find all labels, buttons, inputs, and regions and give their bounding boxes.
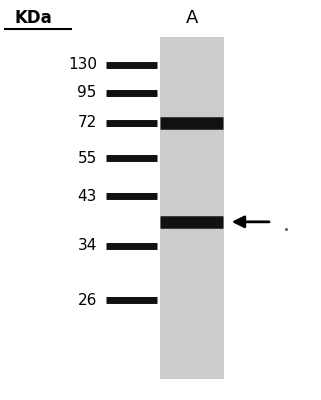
Text: 72: 72 — [78, 115, 97, 130]
Text: 26: 26 — [77, 293, 97, 308]
Text: 43: 43 — [77, 188, 97, 204]
FancyBboxPatch shape — [160, 37, 224, 379]
Text: 34: 34 — [77, 238, 97, 253]
Text: 95: 95 — [77, 85, 97, 100]
Text: 130: 130 — [68, 58, 97, 72]
Text: A: A — [186, 9, 198, 27]
Text: 55: 55 — [78, 151, 97, 166]
Text: KDa: KDa — [14, 9, 52, 27]
